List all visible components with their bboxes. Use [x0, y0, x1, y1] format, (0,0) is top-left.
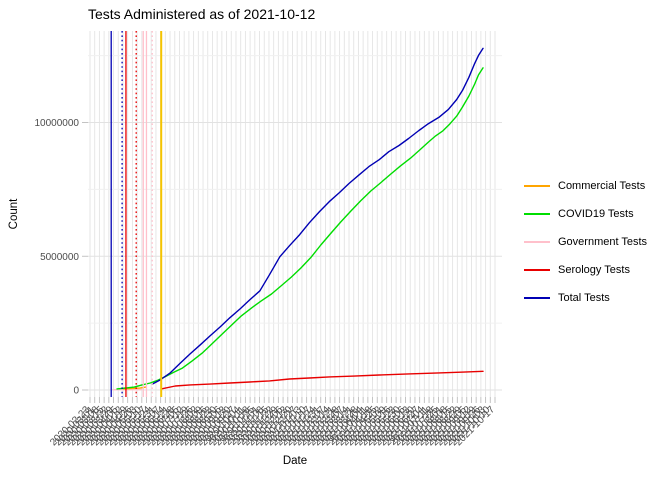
legend-label: Total Tests [558, 292, 610, 304]
legend-item: COVID19 Tests [524, 200, 670, 228]
legend-item: Government Tests [524, 228, 670, 256]
legend-label: Serology Tests [558, 264, 630, 276]
series-line-covid19-tests [116, 67, 484, 390]
legend-key-line [524, 241, 550, 243]
legend-label: Commercial Tests [558, 180, 646, 192]
legend-key-line [524, 297, 550, 299]
legend-label: Government Tests [558, 236, 648, 248]
legend-key-line [524, 269, 550, 271]
legend: Commercial Tests COVID19 Tests Government … [524, 172, 670, 312]
y-axis-title: Count [8, 198, 20, 230]
chart-title: Tests Administered as of 2021-10-12 [88, 6, 316, 22]
y-tick-label: 0 [73, 386, 79, 397]
legend-item: Commercial Tests [524, 172, 670, 200]
series-line-total-tests [151, 47, 484, 385]
legend-item: Total Tests [524, 284, 670, 312]
x-axis-title: Date [282, 455, 308, 467]
legend-key-line [524, 185, 550, 187]
legend-label: COVID19 Tests [558, 208, 634, 220]
series-line-serology-tests [160, 370, 484, 390]
y-tick-label: 10000000 [35, 118, 80, 129]
legend-key-line [524, 213, 550, 215]
y-tick-label: 5000000 [40, 252, 79, 263]
legend-item: Serology Tests [524, 256, 670, 284]
